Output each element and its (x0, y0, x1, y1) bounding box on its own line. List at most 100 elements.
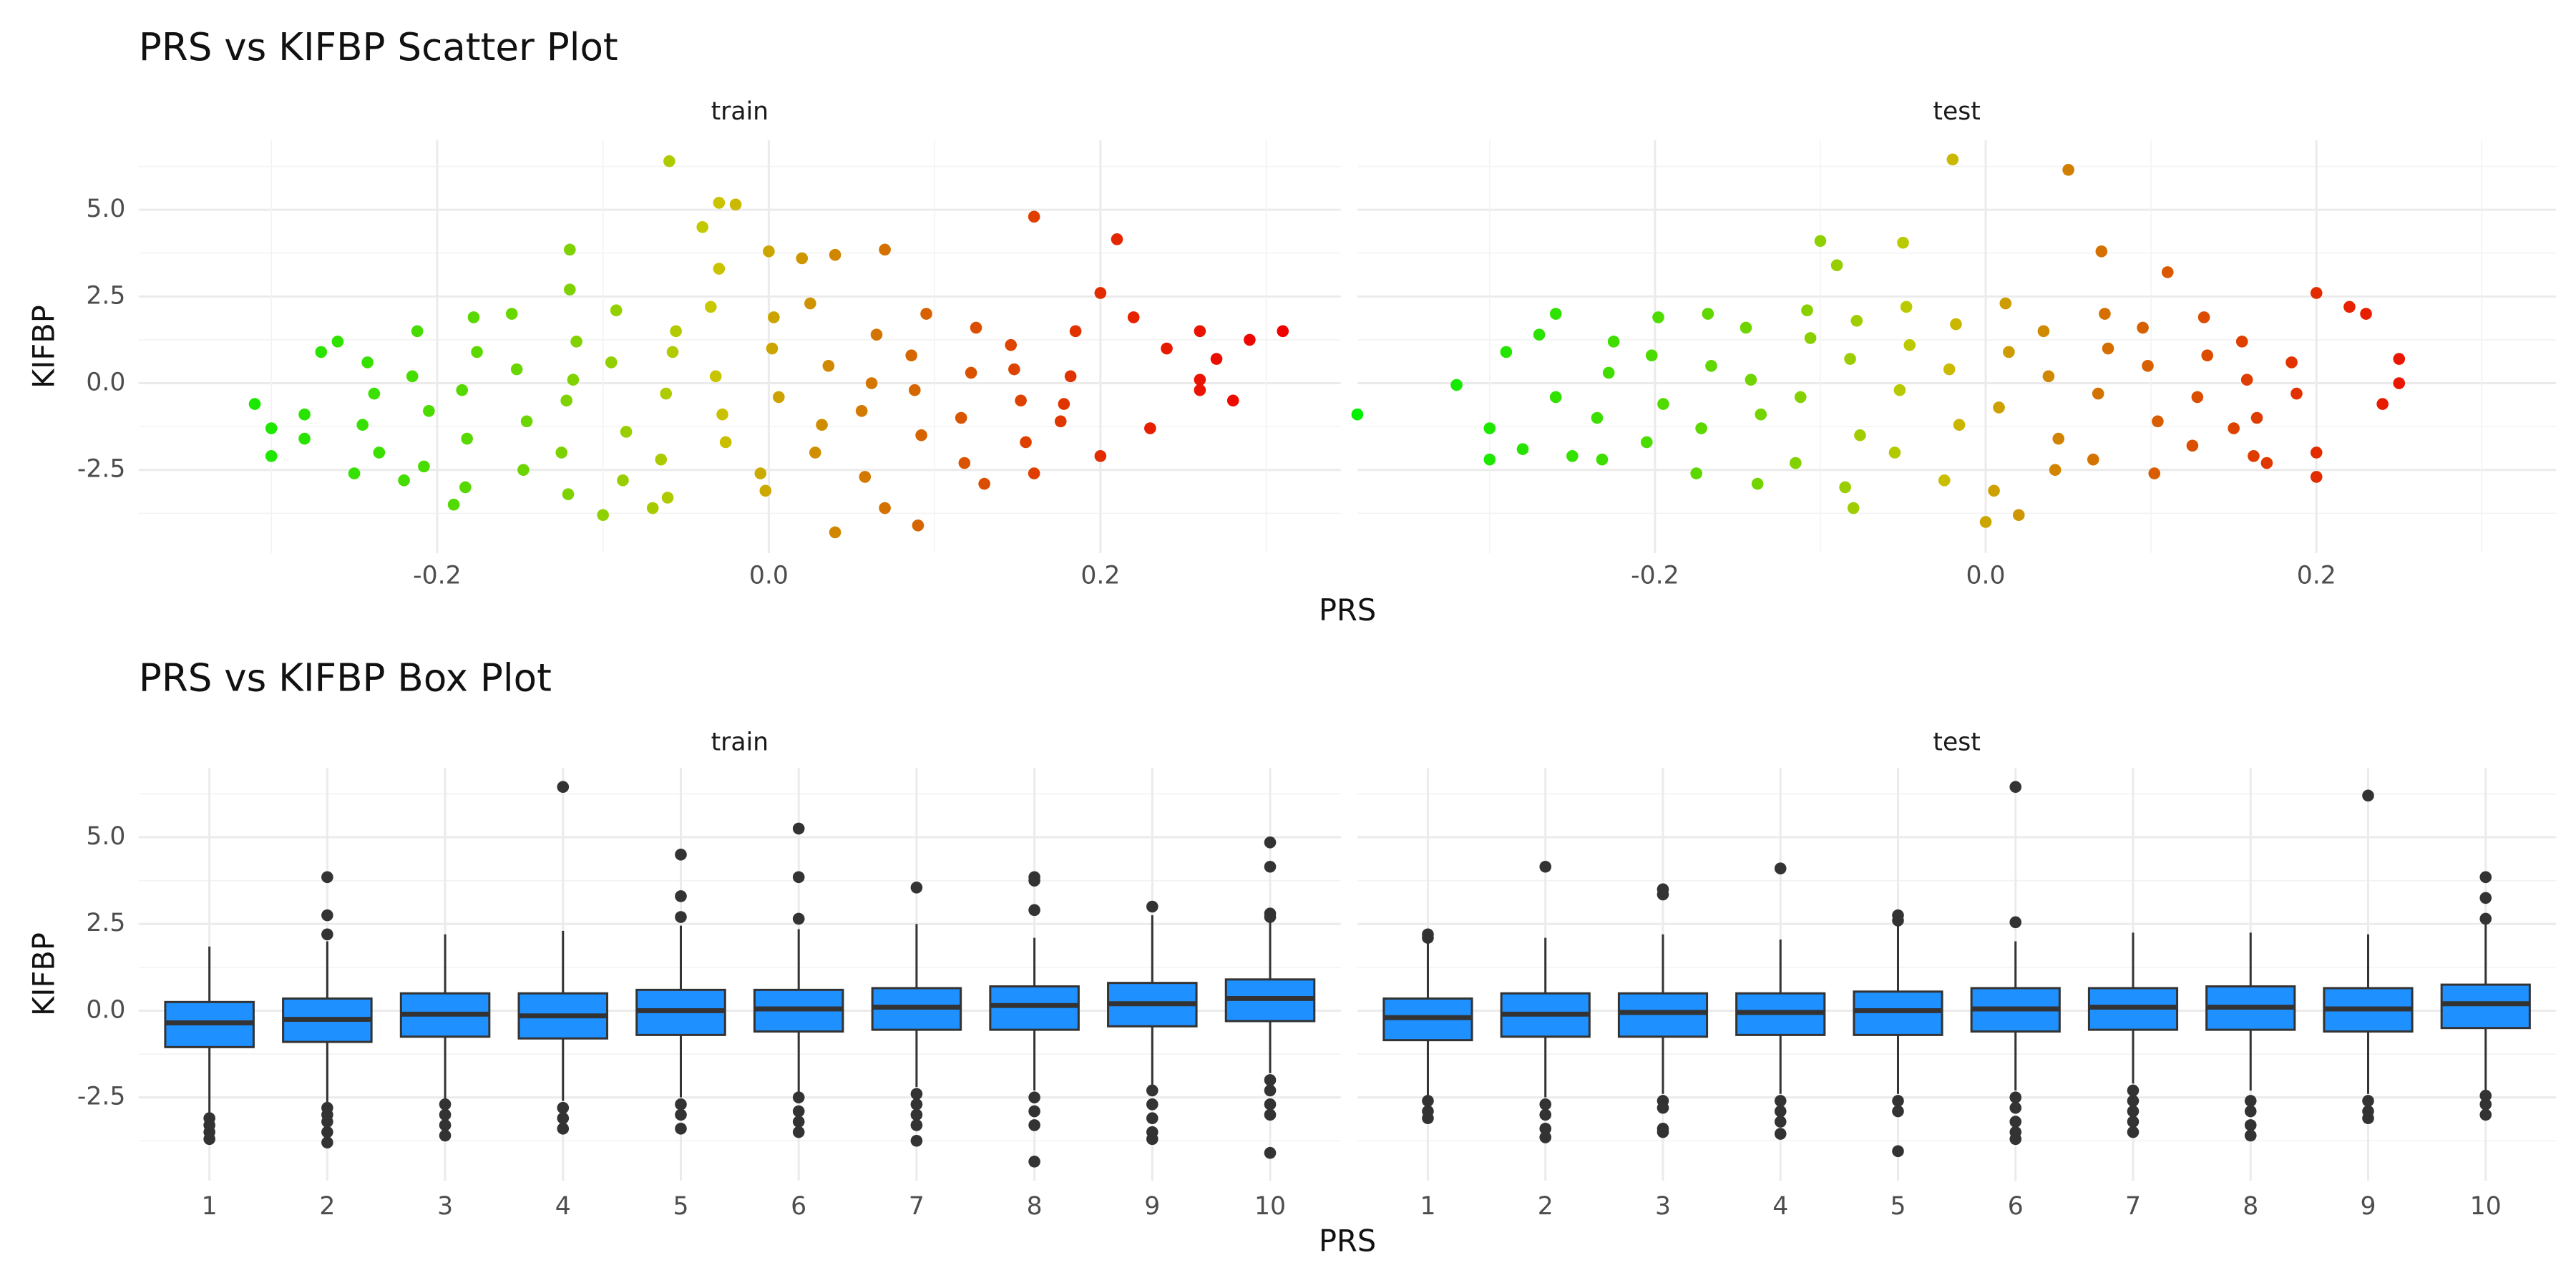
point (666, 346, 679, 358)
outlier (2127, 1126, 2140, 1138)
point (564, 243, 576, 256)
point (670, 325, 682, 338)
outlier (1264, 1098, 1277, 1111)
point (709, 370, 722, 383)
point (1015, 394, 1027, 407)
point (456, 384, 469, 396)
outlier (2127, 1105, 2140, 1118)
point (1450, 379, 1463, 391)
outlier (910, 1108, 923, 1121)
y-tick-label: -2.5 (77, 1083, 126, 1111)
point (716, 408, 728, 421)
point (1943, 363, 1956, 376)
point (816, 419, 828, 431)
point (1244, 333, 1256, 346)
point (1705, 359, 1717, 372)
point (859, 471, 872, 483)
point (1888, 447, 1901, 459)
point (2186, 439, 2199, 452)
outlier (1539, 860, 1552, 873)
point (1740, 321, 1752, 334)
outlier (1539, 1108, 1552, 1121)
outlier (2244, 1105, 2257, 1118)
x-tick-label: 8 (1027, 1192, 1043, 1221)
point (1500, 346, 1513, 358)
outlier (2009, 916, 2022, 929)
outlier (675, 911, 687, 923)
point (1900, 301, 1913, 313)
point (617, 474, 629, 487)
point (471, 346, 483, 358)
point (423, 404, 435, 417)
outlier (792, 871, 805, 884)
point (348, 467, 361, 479)
outlier (1892, 1095, 1904, 1107)
point (459, 481, 472, 494)
y-tick-label: -2.5 (77, 455, 126, 484)
outlier (557, 1101, 570, 1114)
point (915, 429, 927, 441)
x-tick-label: 2 (1538, 1192, 1553, 1221)
point (1844, 353, 1856, 365)
point (2137, 321, 2149, 334)
point (1847, 502, 1860, 514)
point (1226, 394, 1239, 407)
point (1069, 325, 1082, 338)
point (2095, 245, 2108, 258)
outlier (1422, 928, 1434, 941)
point (1690, 467, 1702, 479)
point (1161, 342, 1173, 355)
x-tick-label: -0.2 (413, 561, 462, 590)
point (855, 404, 868, 417)
point (729, 198, 742, 211)
point (1549, 308, 1562, 320)
x-tick-label: 0.0 (749, 561, 789, 590)
outlier (1146, 1098, 1158, 1111)
point (1814, 235, 1827, 248)
x-axis-label: PRS (1319, 1224, 1376, 1259)
point (2201, 349, 2214, 362)
point (315, 346, 328, 358)
point (704, 301, 717, 313)
point (555, 447, 568, 459)
point (1903, 338, 1916, 351)
point (763, 245, 775, 258)
outlier (2009, 781, 2022, 794)
point (1596, 453, 1609, 466)
point (567, 374, 580, 386)
point (461, 432, 473, 445)
point (2003, 346, 2015, 358)
point (1028, 467, 1040, 479)
point (517, 464, 530, 477)
outlier (1264, 1074, 1277, 1086)
point (1850, 314, 1863, 327)
outlier (2362, 789, 2374, 802)
point (1657, 398, 1669, 410)
point (1988, 484, 2000, 497)
point (2197, 311, 2210, 323)
x-axis-label: PRS (1319, 592, 1376, 628)
point (620, 426, 633, 438)
x-tick-label: 6 (2008, 1192, 2024, 1221)
outlier (439, 1119, 452, 1131)
box (1853, 990, 1943, 1036)
point (661, 492, 674, 504)
point (520, 415, 533, 428)
outlier (1146, 1112, 1158, 1125)
point (955, 411, 967, 424)
outlier (321, 871, 333, 884)
point (768, 311, 780, 323)
point (1566, 450, 1579, 462)
point (809, 447, 821, 459)
outlier (321, 928, 333, 941)
point (1094, 450, 1107, 462)
point (766, 342, 779, 355)
point (2235, 336, 2248, 348)
outlier (1146, 1084, 1158, 1097)
outlier (1657, 883, 1669, 896)
point (2152, 415, 2164, 428)
outlier (1539, 1131, 1552, 1143)
x-tick-label: 6 (791, 1192, 806, 1221)
